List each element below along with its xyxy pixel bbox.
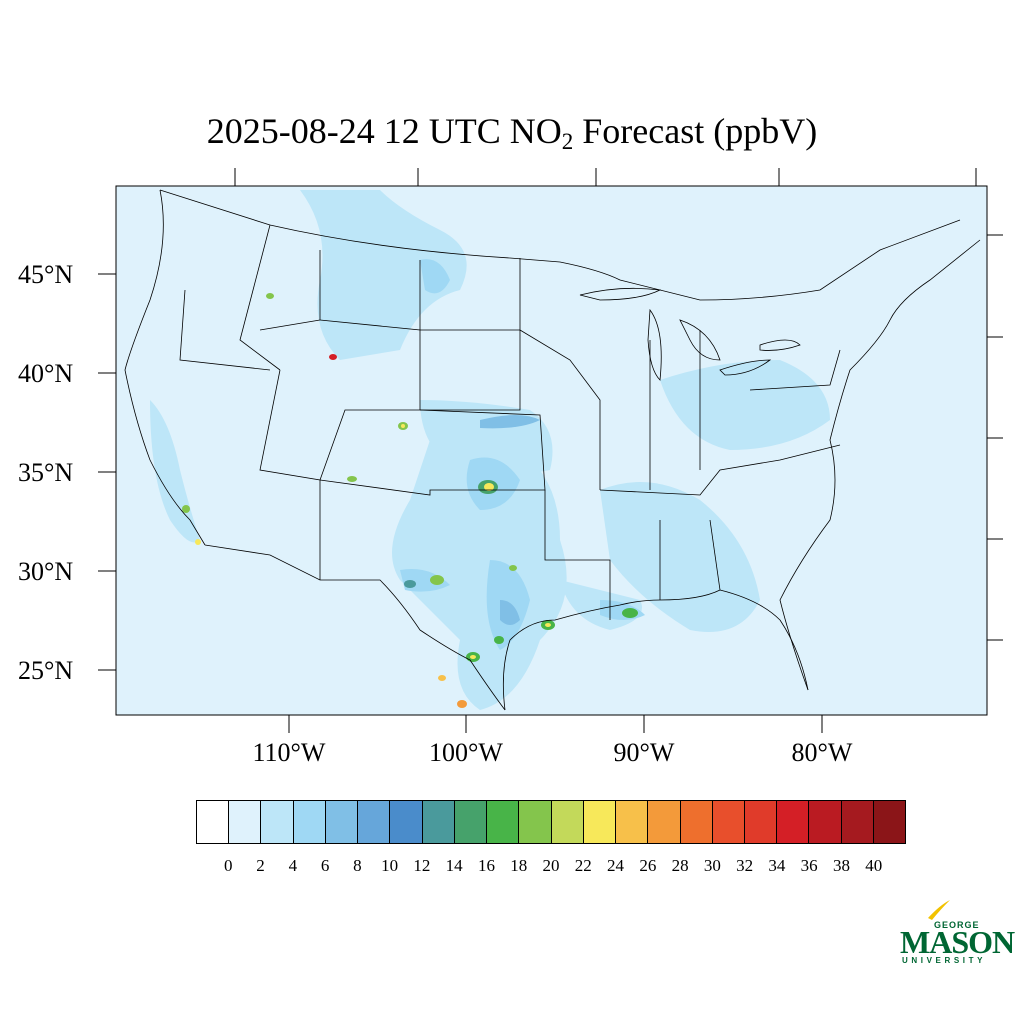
colorbar-tick-label: 16 — [477, 856, 495, 875]
colorbar-tick-label: 34 — [768, 856, 786, 875]
colorbar-tick-label: 12 — [413, 856, 431, 875]
top-ticks — [234, 168, 977, 186]
colorbar-swatch — [293, 801, 326, 843]
colorbar-tick-label: 30 — [703, 856, 721, 875]
colorbar-tick-label: 22 — [574, 856, 592, 875]
colorbar-tick-label: 24 — [607, 856, 625, 875]
central-plains-plume — [300, 190, 467, 360]
colorbar-tick-label: 38 — [832, 856, 850, 875]
great-lakes — [579, 287, 801, 381]
colorbar-swatch — [261, 801, 294, 843]
east-coast — [779, 239, 981, 691]
colorbar-swatch — [616, 801, 649, 843]
gmu-logo: GEORGE MASON UNIVERSITY — [898, 900, 1015, 970]
colorbar-swatch — [487, 801, 520, 843]
lon-label: 110°W — [252, 738, 326, 767]
colorbar-tick-label: 14 — [445, 856, 463, 875]
colorbar-swatch — [422, 801, 455, 843]
colorbar-tick-label: 6 — [320, 856, 330, 875]
colorbar-swatch — [648, 801, 681, 843]
colorbar-tick-label: 4 — [288, 856, 298, 875]
title-suffix: Forecast (ppbV) — [573, 111, 818, 151]
texas-plume — [392, 432, 567, 710]
colorbar-tick-label: 0 — [224, 856, 233, 875]
logo-mason-text: MASON — [900, 924, 1015, 960]
colorbar-tick-label: 20 — [542, 856, 560, 875]
colorbar-tick-label: 2 — [256, 856, 265, 875]
colorbar-tick-label: 40 — [865, 856, 883, 875]
colorbar-tick-label: 32 — [736, 856, 754, 875]
left-ticks — [98, 273, 116, 671]
colorbar-tick-label: 10 — [381, 856, 399, 875]
colorbar-swatch — [841, 801, 874, 843]
colorbar-swatch — [390, 801, 423, 843]
colorbar-swatch — [712, 801, 745, 843]
colorbar-swatch — [680, 801, 713, 843]
colorbar-tick-label: 36 — [800, 856, 818, 875]
colorbar-swatch — [583, 801, 617, 843]
lat-label: 45°N — [18, 260, 74, 289]
title-main: 2025-08-24 12 UTC NO — [206, 111, 562, 151]
lon-label: 100°W — [429, 738, 503, 767]
logo-swoosh-icon — [928, 900, 950, 920]
boundaries — [124, 189, 981, 711]
colorbar-swatch — [873, 801, 906, 843]
colorbar — [196, 800, 906, 844]
colorbar-tick-label: 18 — [510, 856, 528, 875]
us-west-coast — [124, 189, 206, 546]
map-frame — [115, 185, 988, 716]
chart-title: 2025-08-24 12 UTC NO2 Forecast (ppbV) — [0, 110, 1024, 155]
colorbar-swatch — [197, 801, 230, 843]
lat-label: 35°N — [18, 458, 74, 487]
lon-label: 80°W — [791, 738, 853, 767]
colorbar-tick-label: 26 — [639, 856, 657, 875]
bottom-ticks — [288, 715, 823, 733]
lat-label: 40°N — [18, 359, 74, 388]
gulf-coast — [502, 589, 809, 711]
lat-label: 30°N — [18, 557, 74, 586]
colorbar-tick-label: 28 — [671, 856, 689, 875]
canada-border — [159, 189, 961, 301]
concentration-field — [150, 190, 830, 710]
colorbar-swatch — [325, 801, 359, 843]
colorbar-swatch — [519, 801, 552, 843]
colorbar-swatch — [358, 801, 391, 843]
colorbar-swatch — [229, 801, 262, 843]
logo-george-text: GEORGE — [934, 920, 980, 930]
lon-label: 90°W — [613, 738, 675, 767]
colorbar-swatch — [454, 801, 488, 843]
us-mexico-border — [204, 544, 506, 711]
colorbar-swatch — [551, 801, 584, 843]
colorbar-swatch — [777, 801, 810, 843]
colorbar-swatch — [744, 801, 778, 843]
colorbar-tick-label: 8 — [353, 856, 362, 875]
southeast-plume — [600, 482, 760, 632]
lat-label: 25°N — [18, 656, 74, 685]
colorbar-swatch — [809, 801, 842, 843]
logo-university-text: UNIVERSITY — [902, 956, 987, 965]
right-ticks — [987, 234, 1003, 641]
title-subscript: 2 — [561, 129, 574, 154]
ohio-valley-plume — [660, 360, 830, 450]
